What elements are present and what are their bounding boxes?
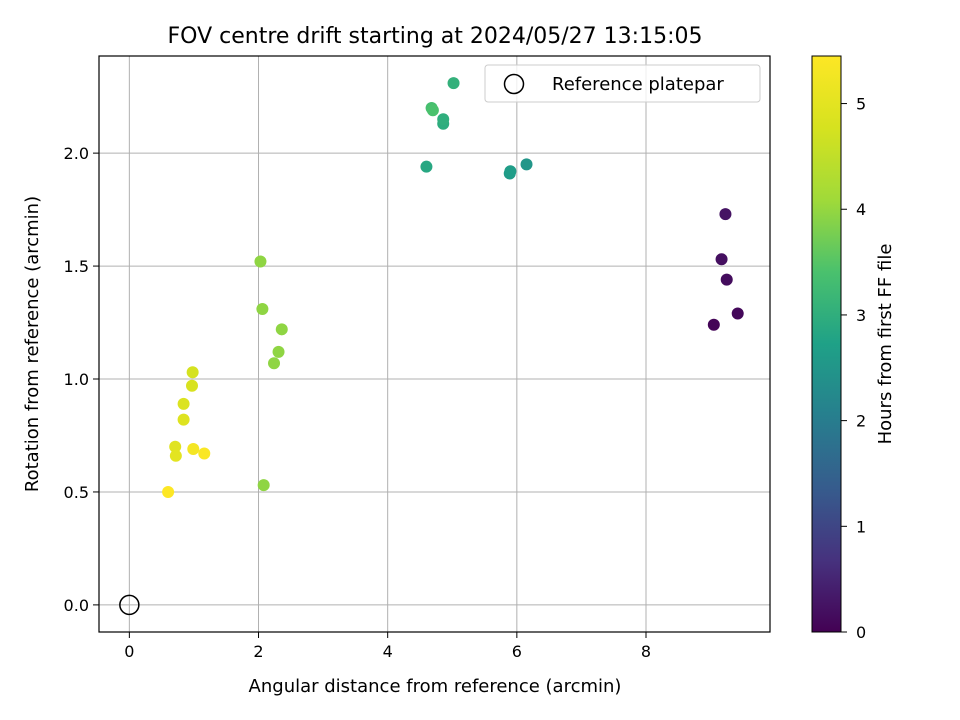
data-point <box>268 357 281 370</box>
data-point <box>272 345 285 358</box>
data-point <box>162 485 175 498</box>
reference-point-marker <box>119 594 140 616</box>
data-point <box>520 158 533 171</box>
colorbar-tick-label: 0 <box>856 623 866 642</box>
colorbar-gradient <box>811 55 842 633</box>
data-point <box>731 307 744 320</box>
colorbar-label: Hours from first FF file <box>875 244 896 445</box>
x-tick-label: 8 <box>641 642 651 661</box>
data-point <box>177 397 190 410</box>
data-point <box>198 447 211 460</box>
colorbar-tick-label: 4 <box>856 200 866 219</box>
data-point <box>426 104 439 117</box>
y-axis-label: Rotation from reference (arcmin) <box>22 196 43 492</box>
data-point <box>254 255 267 268</box>
colorbar-tick-label: 2 <box>856 412 866 431</box>
data-point <box>437 113 450 126</box>
data-point <box>177 413 190 426</box>
data-point <box>186 366 199 379</box>
grid <box>99 56 770 632</box>
reference-marker-group <box>119 594 140 616</box>
x-tick-label: 0 <box>124 642 134 661</box>
y-tick-label: 1.0 <box>64 370 89 389</box>
data-point <box>185 379 198 392</box>
y-tick-label: 2.0 <box>64 144 89 163</box>
colorbar-ticks: 0 1 2 3 4 5 <box>841 95 866 642</box>
legend-label: Reference platepar <box>552 74 724 95</box>
data-point <box>187 443 200 456</box>
y-tick-label: 0.0 <box>64 596 89 615</box>
data-point <box>504 165 517 178</box>
data-point <box>256 302 269 315</box>
y-tick-label: 1.5 <box>64 257 89 276</box>
colorbar: 0 1 2 3 4 5 Hours from first FF file <box>811 55 896 642</box>
data-point <box>257 479 270 492</box>
legend-reference-marker <box>503 73 525 95</box>
x-tick-label: 2 <box>253 642 263 661</box>
x-tick-label: 6 <box>512 642 522 661</box>
data-point <box>420 160 433 173</box>
colorbar-tick-label: 1 <box>856 517 866 536</box>
data-point <box>719 208 732 221</box>
y-tick-label: 0.5 <box>64 483 89 502</box>
y-axis-ticks: 0.0 0.5 1.0 1.5 2.0 <box>64 144 99 615</box>
colorbar-tick-label: 3 <box>856 306 866 325</box>
colorbar-tick-label: 5 <box>856 95 866 114</box>
data-point <box>275 323 288 336</box>
data-point <box>169 440 182 453</box>
data-point <box>715 253 728 266</box>
data-point <box>720 273 733 286</box>
data-points <box>162 77 744 498</box>
data-point <box>169 449 182 462</box>
plot-frame <box>98 55 771 633</box>
chart-title: FOV centre drift starting at 2024/05/27 … <box>168 24 703 49</box>
legend: Reference platepar <box>484 64 761 103</box>
legend-box <box>484 64 761 103</box>
x-axis-label: Angular distance from reference (arcmin) <box>249 676 622 697</box>
data-point <box>707 318 720 331</box>
data-point <box>447 77 460 90</box>
x-axis-ticks: 0 2 4 6 8 <box>124 632 651 661</box>
x-tick-label: 4 <box>383 642 393 661</box>
